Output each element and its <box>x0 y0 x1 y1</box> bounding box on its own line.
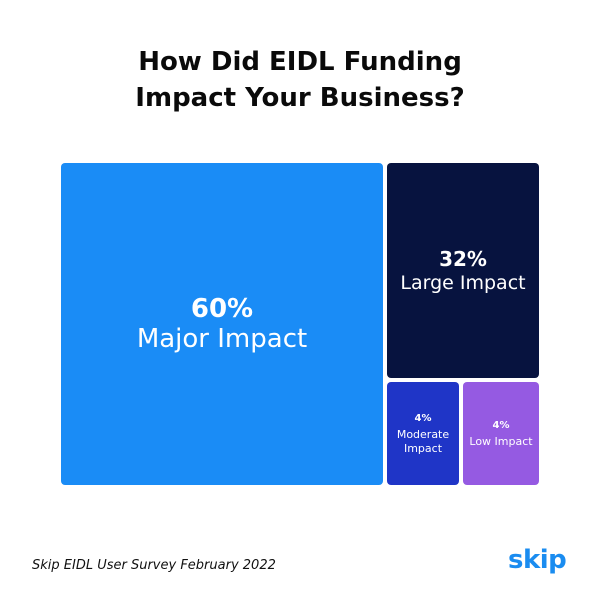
tile-category-label: Large Impact <box>400 271 526 294</box>
chart-title: How Did EIDL Funding Impact Your Busines… <box>0 44 600 116</box>
tile-value-label: 32% <box>439 246 487 271</box>
treemap-tile-major-impact: 60% Major Impact <box>61 163 383 485</box>
chart-title-line-2: Impact Your Business? <box>135 83 465 113</box>
treemap-tile-low-impact: 4% Low Impact <box>463 382 539 485</box>
tile-value-label: 4% <box>492 420 510 431</box>
tile-value-label: 60% <box>190 294 254 324</box>
treemap-tile-large-impact: 32% Large Impact <box>387 163 539 378</box>
treemap-tile-moderate-impact: 4% Moderate Impact <box>387 382 459 485</box>
tile-value-label: 4% <box>414 413 432 424</box>
skip-logo: skip <box>508 545 567 575</box>
tile-category-label: Moderate Impact <box>396 428 450 455</box>
tile-category-label: Major Impact <box>136 324 308 354</box>
chart-title-line-1: How Did EIDL Funding <box>138 47 462 77</box>
tile-category-label: Low Impact <box>469 435 533 448</box>
source-caption: Skip EIDL User Survey February 2022 <box>32 558 276 573</box>
